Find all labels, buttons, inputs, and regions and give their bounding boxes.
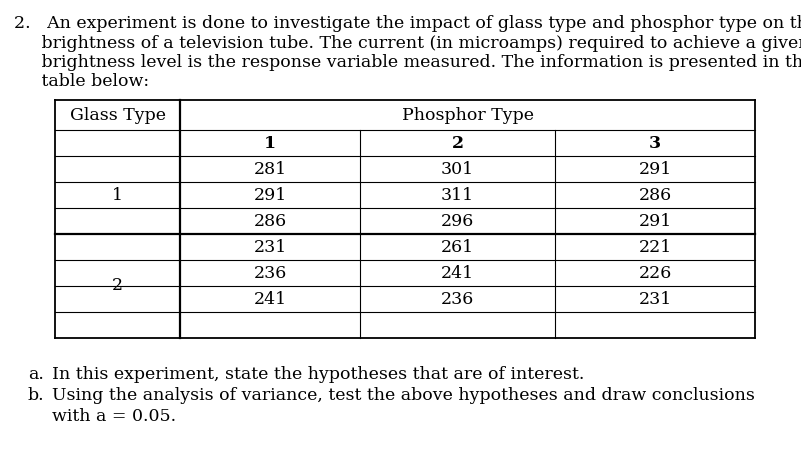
- Text: 291: 291: [638, 213, 671, 230]
- Text: 241: 241: [441, 265, 474, 281]
- Text: a.: a.: [28, 366, 44, 383]
- Text: 241: 241: [253, 291, 287, 308]
- Text: 296: 296: [441, 213, 474, 230]
- Text: 291: 291: [253, 187, 287, 203]
- Text: table below:: table below:: [14, 73, 149, 91]
- Text: 2: 2: [452, 134, 464, 152]
- Text: Using the analysis of variance, test the above hypotheses and draw conclusions: Using the analysis of variance, test the…: [52, 387, 755, 404]
- Text: brightness of a television tube. The current (in microamps) required to achieve : brightness of a television tube. The cur…: [14, 35, 801, 51]
- Text: 226: 226: [638, 265, 671, 281]
- Text: Phosphor Type: Phosphor Type: [401, 107, 533, 123]
- Text: with a = 0.05.: with a = 0.05.: [52, 408, 176, 425]
- Text: Glass Type: Glass Type: [70, 107, 166, 123]
- Text: 261: 261: [441, 238, 474, 255]
- Text: 301: 301: [441, 160, 474, 177]
- Text: In this experiment, state the hypotheses that are of interest.: In this experiment, state the hypotheses…: [52, 366, 585, 383]
- Text: 2.   An experiment is done to investigate the impact of glass type and phosphor : 2. An experiment is done to investigate …: [14, 15, 801, 32]
- Text: 231: 231: [253, 238, 287, 255]
- Text: 236: 236: [441, 291, 474, 308]
- Text: 231: 231: [638, 291, 671, 308]
- Text: brightness level is the response variable measured. The information is presented: brightness level is the response variabl…: [14, 54, 801, 71]
- Text: 1: 1: [264, 134, 276, 152]
- Text: 236: 236: [253, 265, 287, 281]
- Text: 221: 221: [638, 238, 671, 255]
- Text: 311: 311: [441, 187, 474, 203]
- Text: 2: 2: [112, 278, 123, 294]
- Text: 281: 281: [253, 160, 287, 177]
- Text: 1: 1: [112, 187, 123, 203]
- Text: 291: 291: [638, 160, 671, 177]
- Text: b.: b.: [28, 387, 45, 404]
- Text: 286: 286: [638, 187, 671, 203]
- Text: 286: 286: [253, 213, 287, 230]
- Text: 3: 3: [649, 134, 661, 152]
